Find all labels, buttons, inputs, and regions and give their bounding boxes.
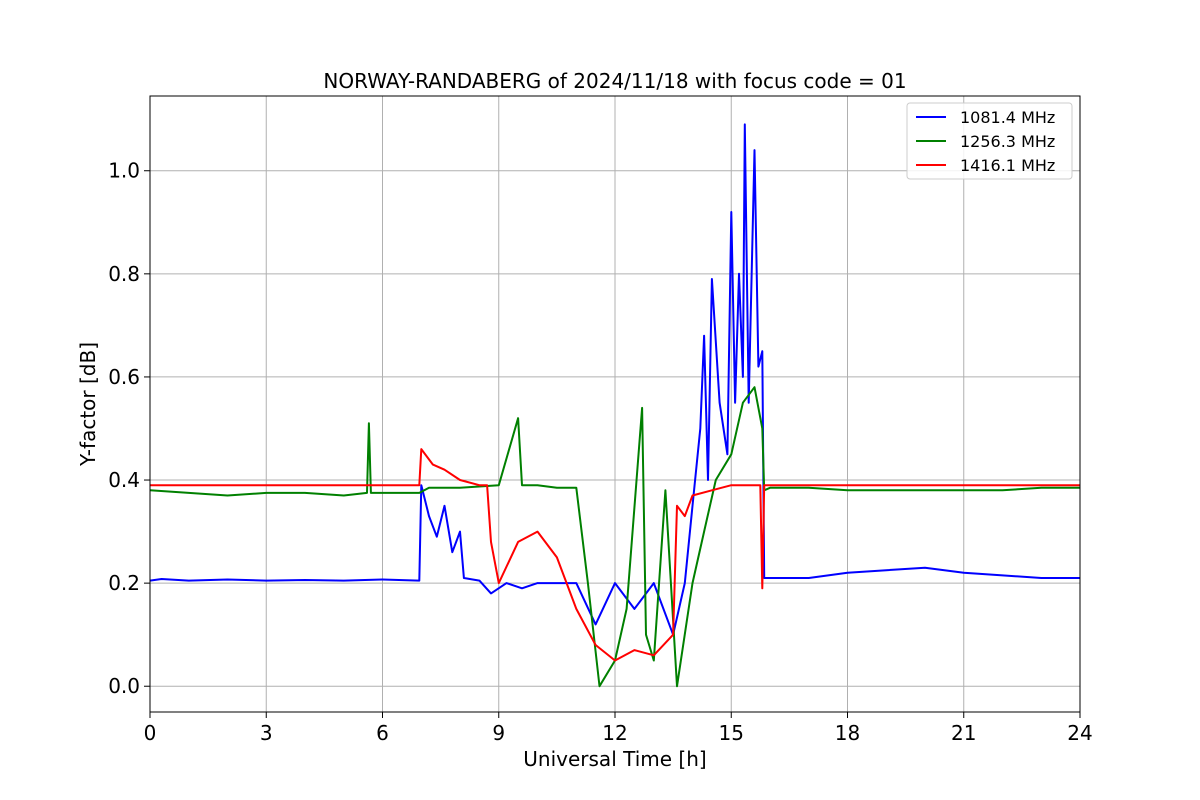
- x-tick-label: 3: [260, 721, 273, 745]
- x-tick-label: 15: [719, 721, 744, 745]
- series-line-2: [149, 386, 1080, 688]
- y-tick-label: 1.0: [108, 159, 140, 183]
- y-tick-label: 0.8: [108, 262, 140, 286]
- series-line-3: [150, 448, 1080, 662]
- series-layer: [149, 123, 1080, 688]
- x-tick-label: 21: [951, 721, 976, 745]
- ticks: 0 3 6 9 12 15 18 21 24 0.0 0.2 0.4 0.6 0.8 1.0: [108, 159, 1093, 745]
- x-tick-label: 9: [492, 721, 505, 745]
- x-tick-label: 24: [1067, 721, 1092, 745]
- y-tick-label: 0.4: [108, 468, 140, 492]
- chart-title: NORWAY-RANDABERG of 2024/11/18 with focu…: [323, 69, 906, 93]
- x-tick-label: 12: [602, 721, 627, 745]
- legend-label-2: 1256.3 MHz: [960, 132, 1055, 151]
- y-axis-label: Y-factor [dB]: [76, 342, 100, 467]
- y-tick-label: 0.0: [108, 674, 140, 698]
- legend-label-3: 1416.1 MHz: [960, 156, 1055, 175]
- x-tick-label: 18: [835, 721, 860, 745]
- x-tick-label: 6: [376, 721, 389, 745]
- y-tick-label: 0.6: [108, 365, 140, 389]
- legend: 1081.4 MHz 1256.3 MHz 1416.1 MHz: [906, 102, 1073, 180]
- x-axis-label: Universal Time [h]: [523, 747, 706, 771]
- legend-label-1: 1081.4 MHz: [960, 108, 1055, 127]
- x-tick-label: 0: [144, 721, 157, 745]
- y-tick-label: 0.2: [108, 571, 140, 595]
- legend-box: [906, 102, 1073, 180]
